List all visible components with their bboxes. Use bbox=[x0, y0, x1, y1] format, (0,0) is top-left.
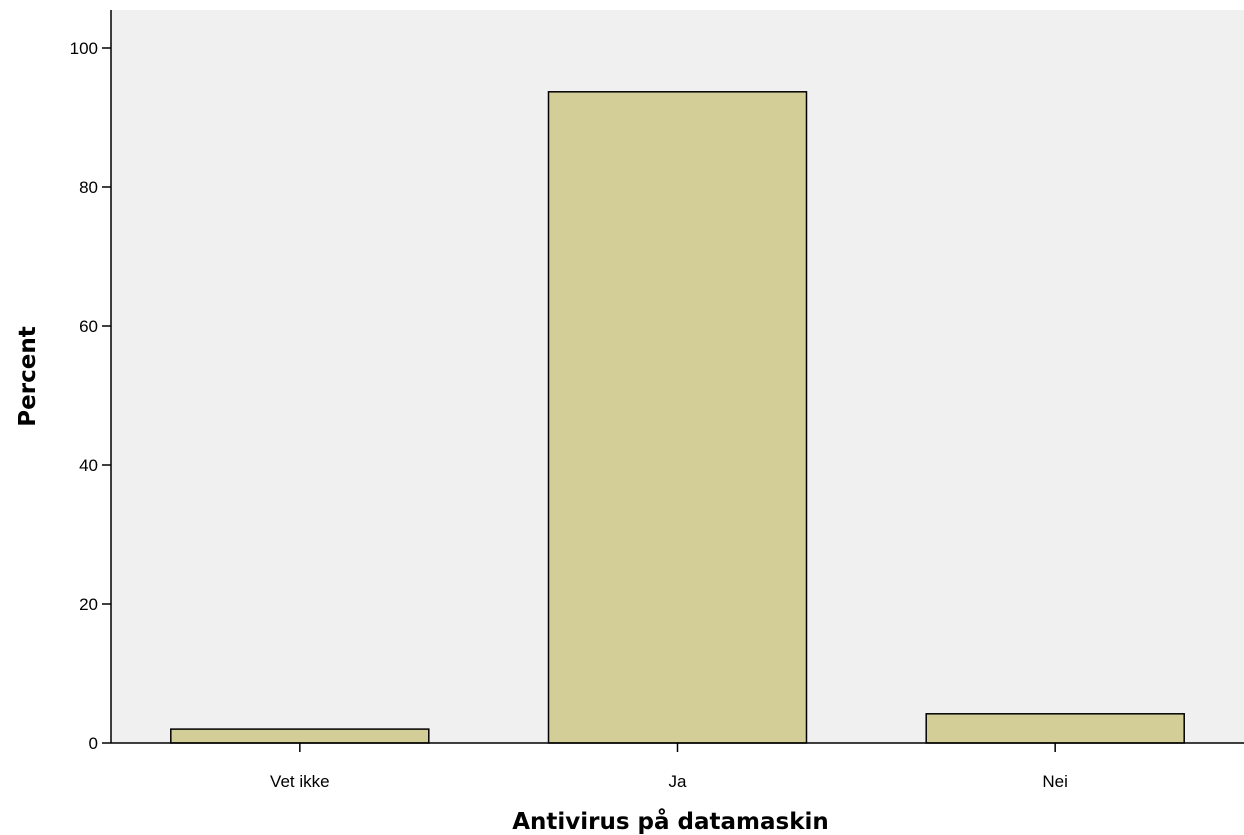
y-tick-label: 0 bbox=[89, 734, 98, 753]
y-tick-label: 20 bbox=[79, 595, 98, 614]
x-axis-title: Antivirus på datamaskin bbox=[512, 808, 829, 835]
y-tick-label: 100 bbox=[70, 39, 98, 58]
x-tick-label: Ja bbox=[669, 772, 688, 791]
bar-nei bbox=[925, 713, 1185, 744]
y-tick-label: 80 bbox=[79, 178, 98, 197]
y-tick-label: 60 bbox=[79, 317, 98, 336]
x-ticks-group: Vet ikke Ja Nei bbox=[270, 743, 1068, 791]
x-tick-label: Vet ikke bbox=[270, 772, 330, 791]
y-tick-label: 40 bbox=[79, 456, 98, 475]
y-axis-title: Percent bbox=[15, 326, 41, 426]
bars-group bbox=[170, 91, 1185, 744]
y-ticks-group: 0 20 40 60 80 100 bbox=[70, 39, 111, 753]
x-tick-label: Nei bbox=[1042, 772, 1068, 791]
bar-vet-ikke bbox=[170, 728, 430, 744]
bar-ja bbox=[547, 91, 808, 744]
